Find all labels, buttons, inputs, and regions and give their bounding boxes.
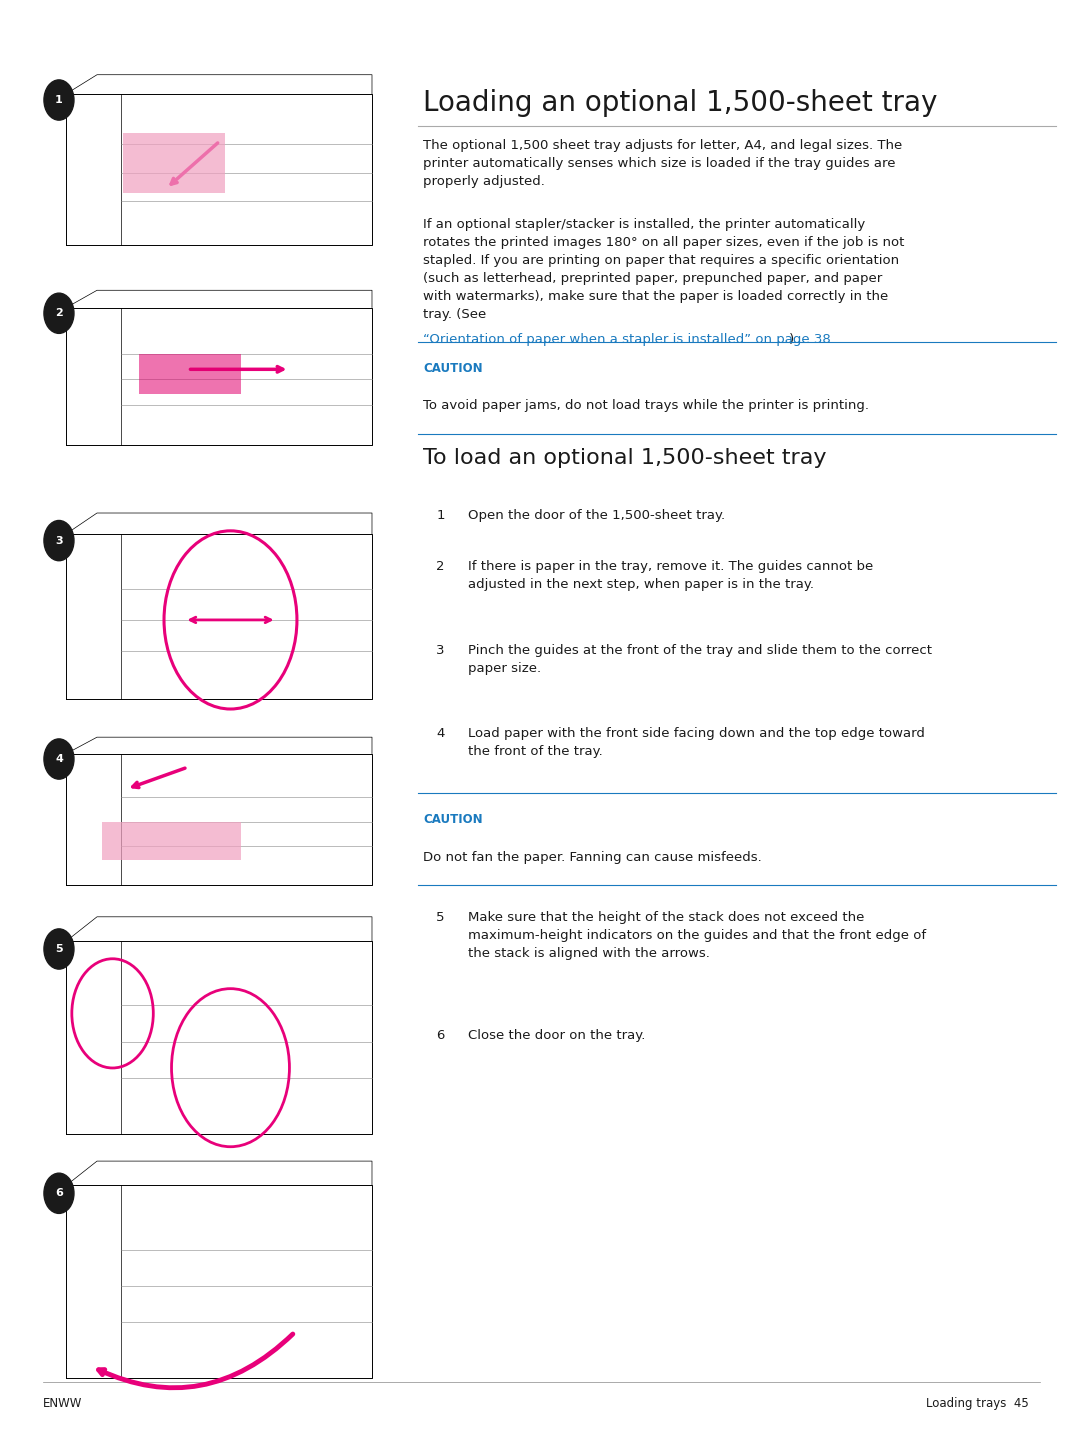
Text: 2: 2 bbox=[436, 560, 445, 573]
Circle shape bbox=[44, 1173, 73, 1213]
Text: 5: 5 bbox=[436, 911, 445, 924]
Circle shape bbox=[44, 739, 73, 779]
Text: 3: 3 bbox=[436, 644, 445, 657]
Text: Close the door on the tray.: Close the door on the tray. bbox=[469, 1029, 646, 1042]
Text: 1: 1 bbox=[55, 95, 63, 105]
Text: CAUTION: CAUTION bbox=[423, 813, 483, 826]
Text: 6: 6 bbox=[436, 1029, 445, 1042]
Bar bbox=[102, 822, 241, 859]
Text: To load an optional 1,500-sheet tray: To load an optional 1,500-sheet tray bbox=[423, 448, 827, 468]
Bar bbox=[123, 134, 225, 193]
Text: 6: 6 bbox=[55, 1188, 63, 1198]
Text: Loading an optional 1,500-sheet tray: Loading an optional 1,500-sheet tray bbox=[423, 89, 937, 116]
Text: 3: 3 bbox=[55, 536, 63, 546]
Circle shape bbox=[44, 520, 73, 560]
Circle shape bbox=[44, 80, 73, 121]
Text: 4: 4 bbox=[436, 727, 445, 740]
Text: 4: 4 bbox=[55, 754, 63, 764]
Text: To avoid paper jams, do not load trays while the printer is printing.: To avoid paper jams, do not load trays w… bbox=[423, 399, 869, 412]
Text: If an optional stapler/stacker is installed, the printer automatically
rotates t: If an optional stapler/stacker is instal… bbox=[423, 218, 905, 322]
Text: If there is paper in the tray, remove it. The guides cannot be
adjusted in the n: If there is paper in the tray, remove it… bbox=[469, 560, 874, 592]
Text: 2: 2 bbox=[55, 309, 63, 318]
Text: Loading trays  45: Loading trays 45 bbox=[927, 1397, 1029, 1410]
Text: .): .) bbox=[786, 333, 795, 346]
Text: Make sure that the height of the stack does not exceed the
maximum-height indica: Make sure that the height of the stack d… bbox=[469, 911, 927, 960]
Text: Pinch the guides at the front of the tray and slide them to the correct
paper si: Pinch the guides at the front of the tra… bbox=[469, 644, 932, 675]
Circle shape bbox=[44, 928, 73, 969]
Text: “Orientation of paper when a stapler is installed” on page 38: “Orientation of paper when a stapler is … bbox=[423, 333, 832, 346]
Text: ENWW: ENWW bbox=[43, 1397, 82, 1410]
Circle shape bbox=[44, 293, 73, 333]
Text: CAUTION: CAUTION bbox=[423, 362, 483, 375]
Text: Load paper with the front side facing down and the top edge toward
the front of : Load paper with the front side facing do… bbox=[469, 727, 926, 759]
Text: Do not fan the paper. Fanning can cause misfeeds.: Do not fan the paper. Fanning can cause … bbox=[423, 851, 762, 864]
Text: 5: 5 bbox=[55, 944, 63, 954]
Text: Open the door of the 1,500-sheet tray.: Open the door of the 1,500-sheet tray. bbox=[469, 509, 726, 522]
Text: The optional 1,500 sheet tray adjusts for letter, A4, and legal sizes. The
print: The optional 1,500 sheet tray adjusts fo… bbox=[423, 139, 903, 188]
Bar bbox=[139, 354, 241, 394]
Text: 1: 1 bbox=[436, 509, 445, 522]
